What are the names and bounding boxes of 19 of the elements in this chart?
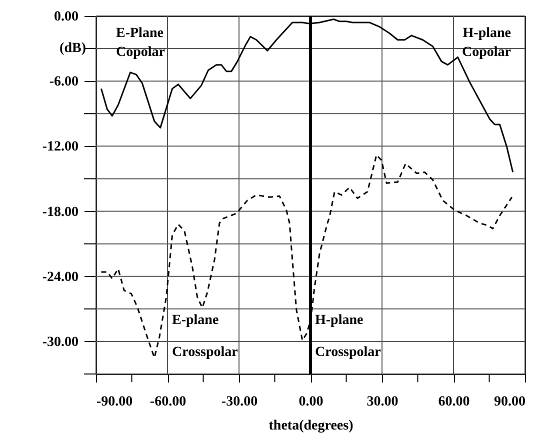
annotation: H-plane Copolar [462, 26, 511, 60]
y-tick-label: -18.00 [42, 204, 78, 220]
y-tick-label: 0.00 [54, 10, 78, 24]
x-tick-label: 90.00 [494, 394, 526, 410]
text: E-plane Crosspolar [172, 313, 238, 360]
x-tick-label: 60.00 [438, 394, 470, 410]
text: H-plane Crosspolar [315, 313, 381, 360]
y-tick-label: -30.00 [42, 334, 78, 350]
x-tick-label: -30.00 [221, 394, 258, 410]
x-tick-label: -60.00 [150, 394, 186, 410]
annotation: E-Plane Copolar [116, 26, 165, 60]
x-tick-label: 30.00 [366, 394, 398, 410]
x-axis-title: theta(degrees) [268, 418, 354, 434]
y-tick-label: -6.00 [49, 74, 78, 90]
y-tick-label: -24.00 [42, 270, 78, 285]
x-tick-label: -90.00 [96, 394, 133, 410]
y-axis-title: (dB) [60, 41, 86, 56]
x-tick-label: 0.00 [298, 394, 324, 410]
y-tick-label: -12.00 [42, 140, 78, 155]
